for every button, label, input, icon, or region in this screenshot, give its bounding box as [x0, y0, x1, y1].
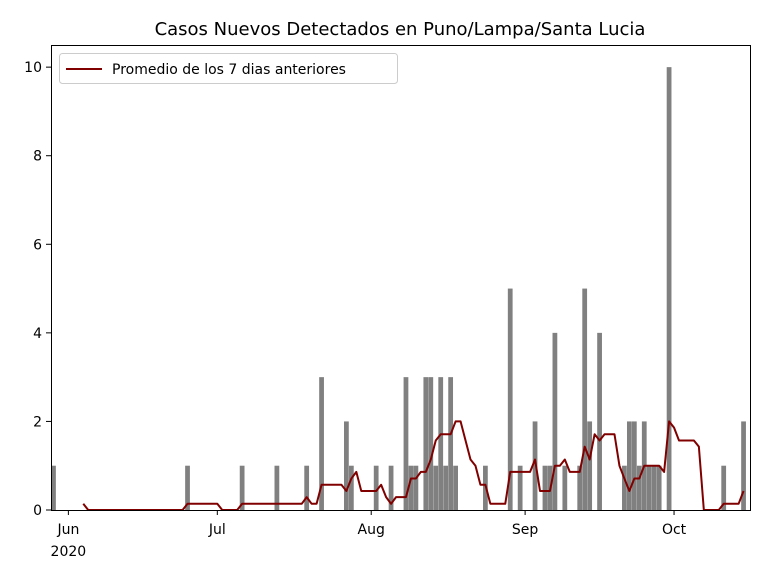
chart-title: Casos Nuevos Detectados en Puno/Lampa/Sa… — [155, 19, 646, 40]
bar — [239, 465, 245, 510]
bar — [542, 465, 548, 510]
y-tick-label: 10 — [24, 60, 42, 76]
x-tick-label: Sep — [512, 522, 539, 538]
bar — [646, 465, 652, 510]
bar — [274, 465, 280, 510]
legend-label: Promedio de los 7 dias anteriores — [112, 62, 346, 78]
bar — [626, 421, 632, 510]
bars-layer — [51, 67, 746, 511]
y-tick-label: 6 — [33, 237, 42, 253]
bar — [448, 377, 454, 510]
legend: Promedio de los 7 dias anteriores — [59, 53, 398, 84]
bar — [428, 377, 434, 510]
bar — [373, 465, 379, 510]
bar — [319, 377, 324, 510]
bar — [666, 67, 672, 511]
bar — [582, 288, 588, 510]
bar — [51, 465, 56, 510]
y-axis: 0 2 4 6 8 10 — [24, 60, 51, 519]
bar — [408, 465, 414, 510]
y-tick-label: 4 — [33, 326, 42, 342]
y-tick-label: 2 — [33, 414, 42, 430]
bar — [388, 465, 394, 510]
bar — [185, 465, 190, 510]
bar — [651, 465, 657, 510]
x-tick-sublabel: 2020 — [51, 544, 87, 560]
legend-box — [59, 53, 398, 84]
x-axis: Jun 2020 Jul Aug Sep Oct — [51, 510, 687, 560]
bar — [453, 465, 458, 510]
bar — [413, 465, 419, 510]
bar — [438, 377, 444, 510]
bar — [423, 377, 429, 510]
bar — [433, 465, 439, 510]
bar — [741, 421, 746, 510]
bar — [721, 465, 727, 510]
x-tick-label: Jul — [208, 522, 226, 538]
bar — [552, 332, 558, 510]
y-tick-label: 8 — [33, 149, 42, 165]
bar — [344, 421, 349, 510]
y-tick-label: 0 — [33, 503, 42, 519]
bar — [631, 421, 637, 510]
bar — [517, 465, 523, 510]
bar — [597, 332, 602, 510]
bar — [443, 465, 449, 510]
bar — [577, 465, 583, 510]
bar — [656, 465, 662, 510]
bar — [622, 465, 627, 510]
series-line-average — [82, 420, 745, 511]
bar — [507, 288, 513, 510]
plot-frame — [51, 45, 751, 511]
bar — [587, 421, 593, 510]
bar — [636, 465, 642, 510]
line-layer — [82, 420, 745, 511]
bar — [403, 377, 409, 510]
bar — [562, 465, 568, 510]
x-tick-label: Jun — [56, 522, 79, 538]
bar — [304, 465, 310, 510]
bar — [348, 465, 354, 510]
x-tick-label: Oct — [662, 522, 687, 538]
x-tick-label: Aug — [358, 522, 385, 538]
